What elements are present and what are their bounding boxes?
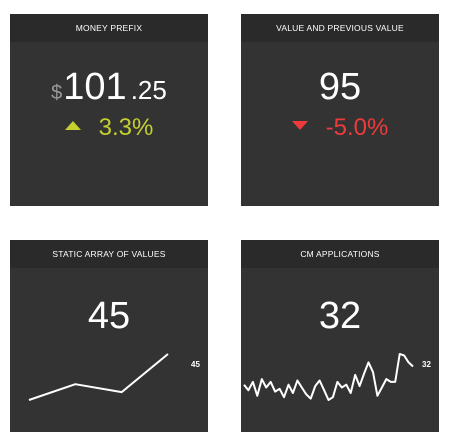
trend-change: 3.3% (98, 114, 154, 141)
widget-title: MONEY PREFIX (10, 14, 208, 42)
widget-money-prefix: MONEY PREFIX $101.25 3.3% (10, 14, 208, 206)
sparkline-last-value: 32 (422, 360, 431, 369)
sparkline-chart (243, 353, 414, 401)
widget-title: STATIC ARRAY OF VALUES (10, 240, 208, 268)
trend-indicator: 3.3% (10, 116, 208, 140)
widget-static-array: STATIC ARRAY OF VALUES 45 45 (10, 240, 208, 432)
sparkline-series (28, 353, 169, 401)
widget-title: CM APPLICATIONS (241, 240, 439, 268)
triangle-down-icon (291, 121, 308, 131)
value-integer: 101 (63, 66, 127, 108)
widget-value-previous: VALUE AND PREVIOUS VALUE 95 -5.0% (241, 14, 439, 206)
currency-prefix: $ (51, 82, 63, 104)
main-value: 95 (318, 66, 362, 108)
trend-indicator: -5.0% (241, 116, 439, 140)
money-value: $101.25 (10, 68, 208, 106)
triangle-up-icon (64, 121, 81, 131)
main-value: 45 (87, 295, 131, 337)
widget-cm-applications: CM APPLICATIONS 32 32 (241, 240, 439, 432)
sparkline-series (243, 353, 414, 401)
value-fraction: .25 (130, 75, 167, 105)
main-value: 32 (318, 295, 362, 337)
sparkline-chart (28, 353, 169, 401)
sparkline-last-value: 45 (191, 360, 200, 369)
trend-change: -5.0% (325, 114, 389, 141)
widget-title: VALUE AND PREVIOUS VALUE (241, 14, 439, 42)
